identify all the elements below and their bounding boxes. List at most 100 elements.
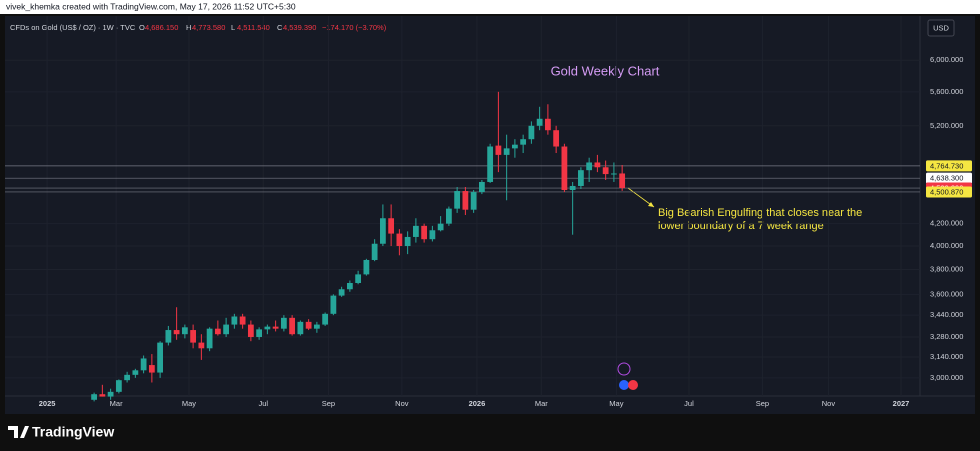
candle-body bbox=[454, 191, 461, 209]
close-label: C bbox=[277, 23, 283, 32]
candle-body bbox=[313, 324, 320, 329]
candle-body bbox=[355, 274, 362, 284]
level-label-box bbox=[926, 172, 972, 184]
candle-body bbox=[91, 394, 97, 400]
level-label-box bbox=[926, 160, 972, 172]
candle-body bbox=[124, 374, 130, 381]
candle-body bbox=[594, 162, 601, 168]
low-value: 4,511.540 bbox=[237, 23, 270, 32]
candle-body bbox=[561, 146, 568, 191]
candle-body bbox=[99, 394, 106, 397]
candle-body bbox=[388, 218, 395, 234]
candle-body bbox=[421, 225, 428, 240]
candle-body bbox=[429, 230, 436, 240]
y-tick-label: 5,200.000 bbox=[930, 121, 963, 130]
candle-body bbox=[371, 243, 378, 260]
y-tick-label: 3,280.000 bbox=[930, 332, 963, 341]
open-value: 4,686.150 bbox=[145, 23, 178, 32]
x-tick-label: May bbox=[182, 399, 196, 408]
candle-body bbox=[148, 365, 155, 373]
flag-icon[interactable] bbox=[628, 380, 638, 390]
chart-title: Gold Weekly Chart bbox=[551, 63, 660, 78]
candle-body bbox=[214, 328, 221, 335]
level-label-box bbox=[926, 186, 972, 198]
candle-body bbox=[289, 317, 296, 335]
candle-body bbox=[338, 289, 345, 296]
brand-logo bbox=[8, 426, 29, 438]
candle-body bbox=[256, 329, 263, 337]
plot: 6,000.000 5,600.000 5,200.000 4,200.000 4,00… bbox=[5, 16, 972, 408]
candle-body bbox=[495, 145, 502, 155]
x-tick-label: Jul bbox=[684, 399, 694, 408]
y-tick-label: 3,800.000 bbox=[930, 265, 963, 274]
candle-body bbox=[437, 223, 444, 231]
candle-body bbox=[619, 173, 626, 189]
candle-body bbox=[545, 118, 551, 131]
candle-body bbox=[132, 370, 139, 375]
footer bbox=[0, 414, 980, 451]
candle-body bbox=[190, 330, 197, 343]
candle-body bbox=[346, 283, 353, 290]
level-label: 4,764.730 bbox=[930, 161, 963, 170]
x-tick-label: 2025 bbox=[39, 399, 56, 408]
symbol: CFDs on Gold (US$ / OZ) · 1W · TVC bbox=[10, 23, 136, 32]
y-tick-label: 3,440.000 bbox=[930, 310, 963, 319]
candle-body bbox=[272, 326, 279, 329]
candle-body bbox=[445, 208, 452, 224]
symbol-legend: CFDs on Gold (US$ / OZ) · 1W · TVC O 4,6… bbox=[10, 23, 387, 32]
candle-body bbox=[231, 316, 238, 325]
candle-body bbox=[379, 218, 386, 244]
x-tick-label: 2027 bbox=[893, 399, 910, 408]
y-tick-label: 3,140.000 bbox=[930, 352, 963, 361]
annotation-line: Big Bearish Engulfing that closes near t… bbox=[658, 207, 862, 219]
candle-body bbox=[181, 327, 188, 335]
candle-body bbox=[487, 146, 494, 182]
x-tick-label: Nov bbox=[395, 399, 409, 408]
candle-body bbox=[363, 259, 370, 275]
candle-body bbox=[586, 162, 593, 171]
candle-body bbox=[412, 225, 419, 237]
credit: vivek_khemka created with TradingView.co… bbox=[6, 1, 296, 11]
x-tick-label: Mar bbox=[535, 399, 548, 408]
candle-body bbox=[247, 324, 254, 337]
chart-area bbox=[5, 16, 975, 414]
x-tick-label: Sep bbox=[756, 399, 769, 408]
arrow-head bbox=[648, 202, 654, 207]
currency: USD bbox=[933, 23, 949, 32]
candle-body bbox=[520, 139, 527, 145]
candle-body bbox=[115, 380, 122, 392]
x-tick-label: 2026 bbox=[469, 399, 486, 408]
candle-body bbox=[322, 313, 329, 325]
candle-body bbox=[239, 316, 246, 325]
y-tick-label: 5,600.000 bbox=[930, 87, 963, 96]
candle-body bbox=[470, 192, 477, 210]
candle-body bbox=[198, 342, 205, 349]
x-tick-label: May bbox=[609, 399, 623, 408]
candle-body bbox=[578, 170, 584, 186]
high-value: 4,773.580 bbox=[192, 23, 225, 32]
candle-body bbox=[536, 118, 543, 126]
close-value: 4,539.390 bbox=[283, 23, 316, 32]
event-icon[interactable] bbox=[617, 362, 631, 376]
candle-body bbox=[297, 321, 304, 335]
x-tick-label: Sep bbox=[322, 399, 335, 408]
y-tick-label: 3,600.000 bbox=[930, 289, 963, 298]
x-tick-label: Mar bbox=[110, 399, 123, 408]
candle-body bbox=[173, 330, 180, 335]
flag-icon[interactable] bbox=[619, 380, 629, 390]
currency-button[interactable] bbox=[927, 19, 955, 37]
y-tick-label: 4,200.000 bbox=[930, 219, 963, 228]
candle-body bbox=[165, 330, 172, 343]
y-tick-label: 3,000.000 bbox=[930, 373, 963, 382]
candle-body bbox=[404, 236, 411, 247]
credit-bar bbox=[0, 0, 980, 14]
candle-body bbox=[330, 295, 337, 314]
candle-body bbox=[512, 144, 518, 149]
level-label: 4,638.300 bbox=[930, 174, 963, 183]
annotation-line: lower boundary of a 7 week range bbox=[658, 220, 824, 232]
candle-body bbox=[553, 130, 560, 147]
x-tick-label: Jul bbox=[258, 399, 268, 408]
change: −174.170 (−3.70%) bbox=[322, 23, 387, 32]
